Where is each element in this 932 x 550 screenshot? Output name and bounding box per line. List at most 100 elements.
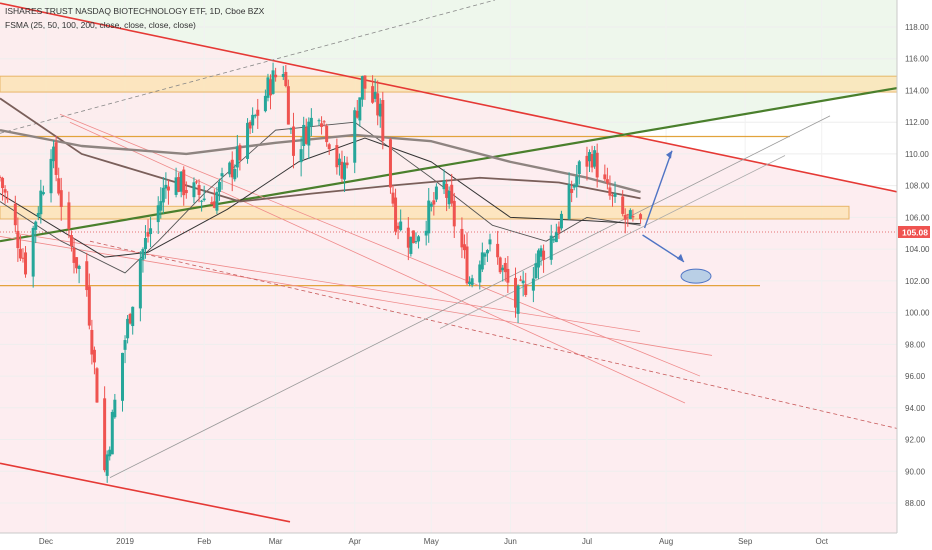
x-tick-label: Jun bbox=[504, 537, 517, 546]
candle-body bbox=[621, 196, 625, 214]
candle-body bbox=[230, 159, 234, 178]
x-tick-label: Aug bbox=[659, 537, 673, 546]
candle-body bbox=[156, 205, 160, 223]
candle-body bbox=[146, 232, 150, 237]
descending-dashed-line bbox=[89, 240, 897, 429]
candle-body bbox=[197, 185, 201, 195]
ma-100-line bbox=[0, 97, 641, 203]
candle-body bbox=[291, 126, 295, 156]
y-tick-label: 108.00 bbox=[905, 182, 930, 191]
candle-body bbox=[539, 248, 543, 257]
candle-body bbox=[304, 127, 308, 144]
candle-body bbox=[39, 190, 43, 215]
candle-body bbox=[406, 227, 410, 248]
candle-body bbox=[429, 203, 433, 207]
y-tick-label: 102.00 bbox=[905, 277, 930, 286]
candle-body bbox=[274, 74, 278, 78]
candle-body bbox=[432, 200, 436, 205]
short-rising-line bbox=[439, 155, 786, 329]
resistance-bands bbox=[0, 75, 897, 287]
candle-body bbox=[514, 277, 518, 308]
candle-body bbox=[110, 411, 114, 455]
projection bbox=[642, 150, 712, 284]
shaded-zones bbox=[0, 0, 897, 533]
x-tick-label: 2019 bbox=[116, 537, 134, 546]
candle-body bbox=[85, 261, 89, 291]
y-tick-label: 116.00 bbox=[905, 55, 929, 64]
candle-body bbox=[105, 454, 109, 476]
candle-body bbox=[496, 243, 500, 258]
y-tick-label: 100.00 bbox=[905, 309, 930, 318]
candle-body bbox=[281, 74, 285, 77]
x-tick-label: Apr bbox=[349, 537, 362, 546]
candle-body bbox=[161, 187, 165, 203]
candle-body bbox=[54, 142, 58, 175]
y-tick-label: 114.00 bbox=[905, 86, 929, 95]
candle-body bbox=[251, 114, 255, 126]
candle-body bbox=[378, 103, 382, 117]
candle-body bbox=[626, 214, 630, 216]
candle-body bbox=[521, 280, 525, 284]
candle-body bbox=[103, 398, 107, 471]
candle-body bbox=[174, 177, 178, 195]
candle-body bbox=[36, 212, 40, 217]
candle-body bbox=[21, 257, 25, 259]
candle-body bbox=[13, 203, 17, 226]
candle-body bbox=[552, 239, 556, 241]
candle-body bbox=[256, 109, 260, 116]
candle-body bbox=[233, 168, 237, 180]
target-ellipse bbox=[680, 268, 712, 284]
candle-body bbox=[238, 145, 242, 161]
candle-body bbox=[480, 252, 484, 270]
candle-body bbox=[57, 178, 61, 194]
ma-50-line bbox=[0, 137, 641, 258]
candle-body bbox=[184, 189, 188, 194]
time-axis[interactable]: Dec 2019 Feb Mar Apr May Jun Jul Aug Sep Oct bbox=[0, 532, 897, 546]
y-tick-label: 98.00 bbox=[905, 340, 926, 349]
indicator-legend: FSMA (25, 50, 100, 200, close, close, cl… bbox=[5, 20, 196, 30]
candle-body bbox=[141, 249, 145, 260]
candle-body bbox=[577, 161, 581, 175]
y-tick-label: 92.00 bbox=[905, 436, 926, 445]
candle-body bbox=[462, 244, 466, 251]
candle-body bbox=[585, 155, 589, 167]
last-price-tag bbox=[898, 225, 930, 238]
candle-body bbox=[246, 122, 250, 159]
candle-body bbox=[478, 264, 482, 283]
candle-body bbox=[182, 169, 186, 196]
y-tick-label: 96.00 bbox=[905, 372, 926, 381]
candle-body bbox=[488, 239, 492, 245]
lower-channel-line bbox=[0, 462, 291, 523]
candle-body bbox=[631, 216, 635, 218]
candle-body bbox=[557, 226, 561, 234]
candle-body bbox=[434, 186, 438, 200]
candle-body bbox=[396, 225, 400, 229]
rising-support-line bbox=[0, 86, 897, 243]
candle-body bbox=[92, 349, 96, 363]
candle-body bbox=[77, 265, 81, 270]
candle-body bbox=[381, 100, 385, 141]
y-tick-label: 88.00 bbox=[905, 499, 926, 508]
candle-body bbox=[391, 192, 395, 204]
candle-body bbox=[355, 110, 359, 118]
candle-body bbox=[360, 76, 364, 100]
y-tick-label: 110.00 bbox=[905, 150, 929, 159]
candle-body bbox=[309, 117, 313, 127]
candle-body bbox=[516, 285, 520, 314]
candle-body bbox=[575, 176, 579, 187]
candle-body bbox=[639, 214, 643, 220]
candle-body bbox=[399, 221, 403, 231]
candle-body bbox=[424, 230, 428, 236]
price-axis[interactable]: 88.00 90.00 92.00 94.00 96.00 98.00 100.00 102.… bbox=[896, 0, 930, 533]
candle-body bbox=[192, 182, 196, 198]
candle-body bbox=[531, 278, 535, 291]
candle-body bbox=[559, 213, 563, 229]
candle-body bbox=[371, 86, 375, 103]
down-arrow-head bbox=[677, 253, 684, 262]
candle-body bbox=[536, 250, 540, 268]
long-rising-line bbox=[109, 115, 831, 478]
candle-body bbox=[317, 120, 321, 122]
candle-body bbox=[72, 247, 76, 263]
ma-25-line bbox=[0, 121, 641, 274]
